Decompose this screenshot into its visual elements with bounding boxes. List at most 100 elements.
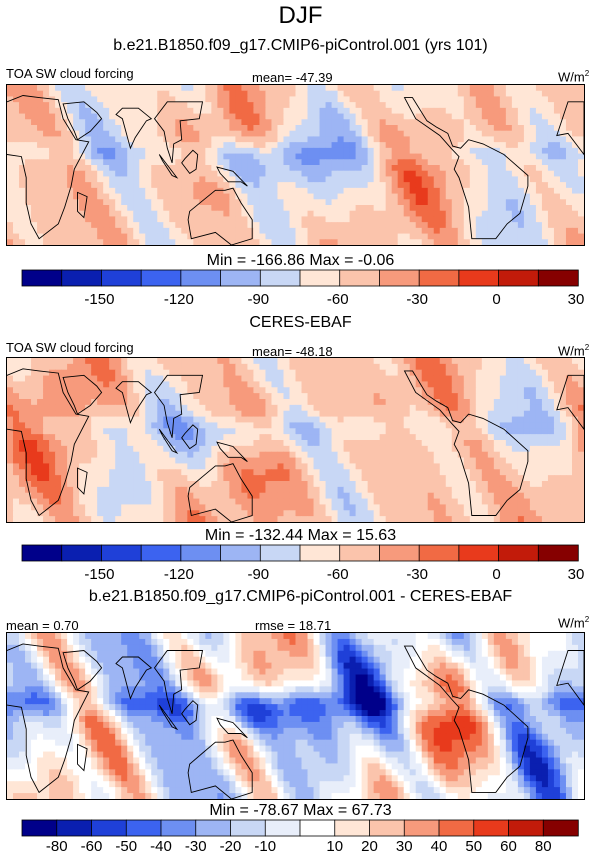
colorbar-tick-label: 50 [465,838,483,855]
colorbar-tick-label: -90 [247,566,270,583]
coastline [158,154,179,179]
coastline [187,739,253,799]
colorbar-bin [537,544,579,562]
colorbar-bin [195,819,232,837]
colorbar-bin [140,269,182,287]
colorbar-bin [299,269,341,287]
colorbar-tick-label: -30 [184,838,207,855]
colorbar-bin [101,544,142,562]
colorbar-tick-label: -120 [163,566,194,583]
coastline [62,374,103,415]
coastline [187,463,253,522]
colorbar-bin [339,269,381,287]
panel-1-variable-label: TOA SW cloud forcing [6,66,134,81]
panel-1-colorbar [21,269,579,287]
coastline [7,95,90,240]
colorbar-bin [369,819,405,837]
colorbar-tick-label: -40 [150,838,172,855]
colorbar-tick-label: 30 [567,291,585,308]
colorbar-tick-label: -60 [326,566,349,583]
colorbar-bin [220,269,261,287]
coastline [181,149,199,175]
panel-2-heading: CERES-EBAF [249,314,352,331]
colorbar-bin [498,269,539,287]
colorbar-bin [542,819,579,837]
panel-3-map [6,632,585,800]
panel-1-map [6,84,585,246]
colorbar-bin [140,544,182,562]
coastline [153,101,204,164]
panel-2-units: W/m2 [558,343,590,359]
coastline [77,743,88,772]
colorbar-bin [230,819,266,837]
coastline [556,101,584,156]
coastline [115,656,153,700]
coastline [158,704,179,731]
colorbar-tick-label: 40 [430,838,448,855]
coastline [62,650,103,691]
colorbar-tick-label: -20 [219,838,242,855]
colorbar-bin [21,544,63,562]
colorbar-bin [91,819,127,837]
colorbar-tick-label: -10 [254,838,277,855]
colorbar-bin [61,544,103,562]
coastline [187,187,253,245]
coastline [77,467,88,495]
coastline [115,381,153,425]
colorbar-bin [61,269,103,287]
colorbar-bin [259,269,301,287]
figure-title: DJF [278,2,323,29]
panel-3-mean-label: mean = 0.70 [6,618,79,633]
panel-2-variable-label: TOA SW cloud forcing [6,340,134,355]
colorbar-bin [160,819,197,837]
colorbar-bin [21,269,63,287]
colorbar-bin [418,269,460,287]
panel-1-colorbar-ticks: -150 -120 -90 -60 -30 0 30 [22,291,584,311]
colorbar-tick-label: 10 [326,838,344,855]
panel-1-mean-label: mean= -47.39 [252,70,333,85]
colorbar-bin [403,819,440,837]
coastline [153,650,204,714]
colorbar-tick-label: -150 [84,566,115,583]
coastline [403,370,529,516]
map-field [7,85,584,245]
panel-1-heading: b.e21.B1850.f09_g17.CMIP6-piControl.001 … [113,37,488,54]
panel-1-units: W/m2 [558,69,590,85]
colorbar-bin [180,269,222,287]
colorbar-bin [498,544,539,562]
colorbar-bin [259,544,301,562]
coastline [403,645,529,793]
colorbar-bin [418,544,460,562]
colorbar-bin [334,819,371,837]
colorbar-bin [264,819,301,837]
panel-3-minmax: Min = -78.67 Max = 67.73 [209,802,392,819]
coastline [77,191,88,219]
colorbar-bin [458,544,500,562]
coastline [115,107,153,150]
colorbar-tick-label: 20 [361,838,378,855]
colorbar-bin [56,819,93,837]
colorbar-bin [299,544,341,562]
coastline [216,166,248,187]
colorbar-bin [379,544,420,562]
map-field [7,633,584,799]
colorbar-tick-label: 60 [500,838,517,855]
colorbar-tick-label: -50 [115,838,138,855]
colorbar-tick-label: 0 [492,566,501,583]
panel-3-colorbar-ticks: -80 -60 -50 -40 -30 -20 -10 10 20 30 40 50 60 80 [22,838,578,856]
colorbar-tick-label: -60 [326,291,349,308]
colorbar-bin [339,544,381,562]
colorbar-bin [379,269,420,287]
colorbar-tick-label: -80 [45,838,68,855]
panel-3-units: W/m2 [558,615,590,631]
coastline [7,368,90,517]
coastline [153,374,204,438]
colorbar-tick-label: 0 [492,291,501,308]
coastline [62,101,103,141]
colorbar-tick-label: -90 [247,291,270,308]
colorbar-tick-label: 30 [395,838,413,855]
colorbar-bin [299,819,336,837]
panel-1-minmax: Min = -166.86 Max = -0.06 [206,252,395,269]
panel-3-heading: b.e21.B1850.f09_g17.CMIP6-piControl.001 … [88,588,513,605]
colorbar-tick-label: -30 [406,291,428,308]
